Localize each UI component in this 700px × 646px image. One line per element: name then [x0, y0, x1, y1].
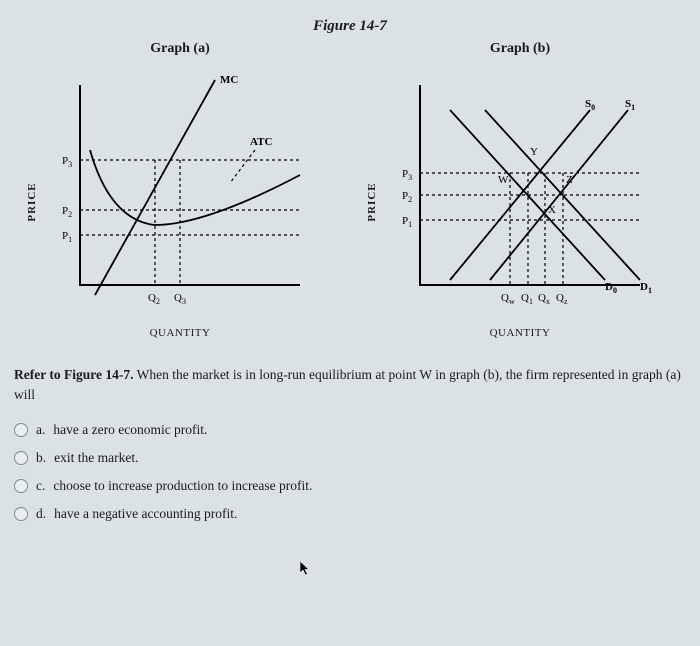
option-text: have a zero economic profit. — [53, 420, 207, 440]
label-y: Y — [530, 146, 538, 158]
option-letter: c. — [36, 476, 45, 496]
graph-b-svg: S0 S1 D0 D1 Y W Z X — [380, 65, 660, 325]
label-s1: S1 — [625, 98, 635, 112]
option-text: exit the market. — [54, 448, 138, 468]
option-letter: a. — [36, 420, 45, 440]
question-block: Refer to Figure 14-7. When the market is… — [0, 341, 700, 529]
label-x: X — [548, 204, 556, 216]
graph-a-label: Graph (a) — [10, 41, 350, 57]
label-d1: D1 — [640, 281, 652, 295]
label-s0: S0 — [585, 98, 595, 112]
q1-label: Q1 — [521, 292, 533, 306]
cursor-icon — [300, 561, 312, 577]
radio-icon[interactable] — [14, 423, 28, 437]
graph-a: Graph (a) PRICE MC ATC — [10, 41, 350, 341]
radio-icon[interactable] — [14, 451, 28, 465]
label-d0: D0 — [605, 281, 617, 295]
figure-title: Figure 14-7 — [0, 0, 700, 35]
option-letter: d. — [36, 504, 46, 524]
graph-a-ylabel: PRICE — [26, 182, 38, 221]
q2-label: Q2 — [148, 292, 160, 306]
p1-label: P1 — [62, 230, 72, 244]
p3-label: P3 — [62, 155, 72, 169]
question-stem-prefix: Refer to Figure 14-7. — [14, 367, 133, 382]
option-b[interactable]: b. exit the market. — [14, 444, 686, 472]
pb2-label: P2 — [402, 190, 412, 204]
option-letter: b. — [36, 448, 46, 468]
label-w: W — [498, 174, 509, 186]
option-text: have a negative accounting profit. — [54, 504, 237, 524]
qx-label: Qx — [538, 292, 550, 306]
label-atc: ATC — [250, 136, 272, 148]
q3-label: Q3 — [174, 292, 186, 306]
label-z: Z — [566, 174, 573, 186]
pb3-label: P3 — [402, 168, 412, 182]
option-d[interactable]: d. have a negative accounting profit. — [14, 500, 686, 528]
graph-b: Graph (b) PRICE S0 S1 D0 D1 — [350, 41, 690, 341]
graph-b-xlabel: QUANTITY — [380, 327, 660, 339]
graph-b-ylabel: PRICE — [366, 182, 378, 221]
qz-label: Qz — [556, 292, 568, 306]
p2-label: P2 — [62, 205, 72, 219]
graph-a-xlabel: QUANTITY — [40, 327, 320, 339]
option-text: choose to increase production to increas… — [53, 476, 312, 496]
graph-a-svg: MC ATC P3 P2 P1 Q2 Q3 — [40, 65, 320, 325]
option-a[interactable]: a. have a zero economic profit. — [14, 416, 686, 444]
qw-label: Qw — [501, 292, 515, 306]
option-c[interactable]: c. choose to increase production to incr… — [14, 472, 686, 500]
pb1-label: P1 — [402, 215, 412, 229]
graph-b-label: Graph (b) — [350, 41, 690, 57]
radio-icon[interactable] — [14, 507, 28, 521]
graphs-row: Graph (a) PRICE MC ATC — [0, 41, 700, 341]
question-stem: Refer to Figure 14-7. When the market is… — [14, 365, 686, 406]
radio-icon[interactable] — [14, 479, 28, 493]
label-mc: MC — [220, 74, 238, 86]
